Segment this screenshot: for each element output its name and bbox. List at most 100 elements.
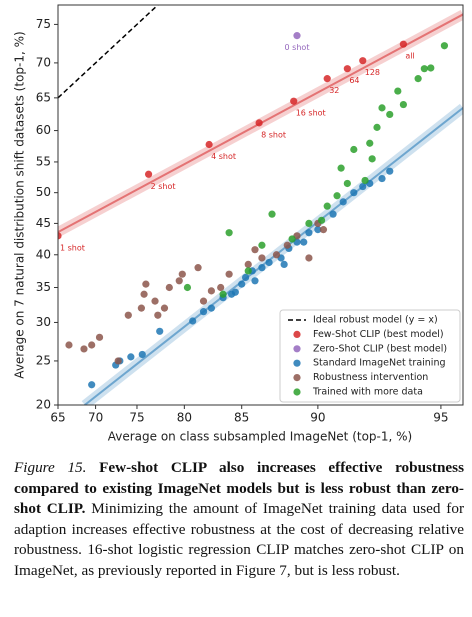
point bbox=[225, 229, 233, 237]
point bbox=[207, 287, 215, 295]
point bbox=[314, 226, 322, 234]
point bbox=[88, 381, 96, 389]
plot-frame bbox=[57, 4, 464, 406]
point-label: 128 bbox=[365, 68, 380, 77]
x-tick-label: 65 bbox=[50, 411, 65, 425]
point bbox=[368, 155, 376, 163]
caption-bold: Few-shot CLIP also increases effective r… bbox=[14, 459, 464, 517]
point bbox=[440, 42, 449, 50]
point bbox=[268, 210, 276, 218]
point bbox=[290, 97, 298, 105]
point bbox=[255, 119, 263, 127]
point bbox=[305, 219, 313, 228]
caption-label: Figure 15. bbox=[14, 459, 87, 476]
legend-box bbox=[279, 309, 461, 403]
x-axis-label: Average on class subsampled ImageNet (to… bbox=[108, 430, 412, 444]
point bbox=[219, 290, 227, 298]
point bbox=[293, 32, 301, 40]
point bbox=[386, 167, 394, 175]
point bbox=[319, 226, 328, 234]
legend-label: Ideal robust model (y = x) bbox=[313, 315, 438, 326]
point bbox=[323, 202, 331, 210]
point-label: all bbox=[405, 52, 414, 61]
point-label: 8 shot bbox=[261, 130, 286, 139]
x-tick-label: 95 bbox=[433, 411, 448, 425]
point bbox=[65, 341, 73, 349]
y-tick-label: 30 bbox=[36, 315, 51, 329]
point bbox=[399, 100, 407, 109]
y-tick-label: 70 bbox=[36, 55, 51, 69]
point bbox=[154, 311, 162, 319]
point bbox=[142, 280, 150, 288]
point bbox=[283, 241, 291, 249]
point bbox=[317, 216, 326, 224]
point bbox=[137, 304, 145, 312]
y-tick-label: 60 bbox=[36, 123, 51, 137]
legend-marker bbox=[293, 374, 301, 382]
y-tick-label: 35 bbox=[36, 280, 51, 294]
caption: Figure 15. Few-shot CLIP also increases … bbox=[14, 458, 464, 581]
point bbox=[151, 297, 159, 305]
point bbox=[58, 232, 62, 240]
point bbox=[127, 353, 135, 361]
point bbox=[95, 333, 104, 341]
point bbox=[378, 104, 386, 112]
point bbox=[178, 270, 186, 278]
point bbox=[343, 65, 351, 73]
plot-area bbox=[58, 5, 463, 405]
point bbox=[140, 290, 148, 298]
point bbox=[124, 311, 132, 319]
point bbox=[244, 267, 252, 275]
point bbox=[343, 179, 351, 188]
point bbox=[258, 254, 266, 262]
legend-label: Zero-Shot CLIP (best model) bbox=[313, 343, 447, 354]
point bbox=[144, 170, 153, 178]
point bbox=[350, 189, 358, 197]
point bbox=[242, 273, 250, 282]
point-label: 0 shot bbox=[285, 43, 310, 52]
point bbox=[329, 210, 337, 218]
point bbox=[251, 277, 259, 285]
point bbox=[280, 260, 288, 269]
legend-label: Few-Shot CLIP (best model) bbox=[313, 329, 444, 340]
x-tick-label: 85 bbox=[234, 411, 249, 425]
chart: Average on class subsampled ImageNet (to… bbox=[13, 4, 464, 444]
point bbox=[217, 283, 225, 292]
point bbox=[156, 327, 164, 335]
point bbox=[288, 235, 296, 243]
point bbox=[189, 317, 197, 325]
point-label: 16 shot bbox=[296, 109, 326, 118]
point bbox=[160, 304, 169, 312]
point bbox=[337, 164, 345, 172]
legend-label: Trained with more data bbox=[312, 387, 423, 398]
ideal-line bbox=[58, 5, 159, 99]
point bbox=[386, 110, 394, 119]
point bbox=[339, 198, 347, 206]
legend-marker bbox=[293, 345, 301, 353]
point-label: 64 bbox=[349, 76, 359, 85]
point bbox=[305, 229, 313, 237]
point bbox=[205, 140, 213, 149]
point bbox=[399, 40, 407, 48]
point bbox=[165, 283, 173, 292]
point bbox=[244, 260, 252, 269]
point bbox=[414, 75, 422, 83]
x-tick-label: 75 bbox=[129, 411, 144, 425]
point bbox=[420, 65, 428, 73]
caption-text: Minimizing the amount of ImageNet traini… bbox=[14, 500, 465, 579]
y-tick-label: 50 bbox=[36, 185, 51, 199]
point bbox=[359, 57, 367, 65]
point bbox=[194, 264, 202, 272]
x-tick-label: 70 bbox=[88, 411, 103, 425]
legend-label: Robustness intervention bbox=[313, 372, 428, 383]
point bbox=[305, 254, 313, 262]
point-label: 1 shot bbox=[60, 243, 85, 252]
point bbox=[258, 264, 266, 272]
point bbox=[373, 123, 381, 131]
point bbox=[199, 308, 208, 316]
point bbox=[231, 288, 239, 296]
legend-marker bbox=[293, 359, 301, 367]
legend-marker bbox=[293, 388, 301, 396]
point bbox=[350, 145, 358, 154]
point bbox=[333, 192, 341, 200]
